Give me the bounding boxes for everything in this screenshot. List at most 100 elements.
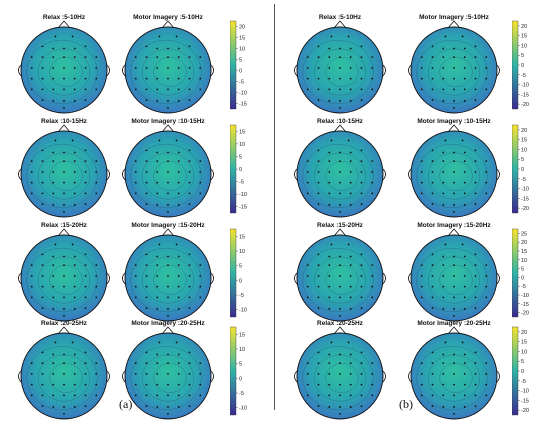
electrode-marker (84, 307, 87, 309)
electrode-marker (463, 296, 466, 299)
electrode-marker (52, 353, 55, 356)
electrode-marker (474, 160, 477, 162)
electrode-marker (145, 149, 148, 152)
electrode-marker (73, 285, 76, 288)
colorbar-tick-label: 15 (239, 129, 245, 135)
electrode-marker (317, 274, 320, 277)
electrode-marker (347, 341, 350, 344)
electrode-marker (453, 210, 455, 213)
electrode-marker (167, 285, 169, 288)
electrode-marker (84, 394, 87, 397)
electrode-marker (167, 204, 169, 206)
electrode-marker (167, 353, 169, 356)
electrode-marker (453, 47, 455, 50)
electrode-marker (134, 285, 137, 288)
topomap-title: Motor Imagery :5-10Hz (419, 14, 489, 21)
electrode-marker (188, 149, 191, 152)
electrode-marker (420, 56, 423, 58)
electrode-marker (349, 151, 352, 154)
electrode-marker (188, 285, 191, 288)
electrode-marker (485, 264, 488, 266)
nose-outline (161, 124, 175, 133)
electrode-marker (442, 353, 445, 356)
ear-left-outline (122, 272, 126, 285)
electrode-marker (167, 372, 169, 375)
electrode-marker (349, 192, 352, 195)
colorbar-tick-label: -15 (521, 398, 529, 404)
electrode-marker (167, 47, 169, 50)
electrode-marker (431, 56, 434, 58)
electrode-marker (431, 66, 434, 69)
nose-outline (447, 124, 461, 133)
colorbar-gradient (230, 228, 237, 318)
topomap (122, 326, 214, 420)
colorbar-tick-label: 15 (239, 332, 245, 338)
electrode-marker (453, 394, 455, 397)
electrode-marker (431, 296, 434, 299)
electrode-marker (156, 285, 159, 288)
electrode-marker (188, 405, 191, 407)
colorbar-tick-label: -5 (239, 391, 244, 397)
electrode-marker (73, 372, 76, 375)
electrode-marker (485, 362, 488, 364)
electrode-marker (84, 56, 87, 58)
electrode-marker (156, 66, 159, 69)
electrode-marker (199, 372, 202, 375)
electrode-marker (463, 353, 466, 356)
electrode-marker (442, 47, 445, 50)
electrode-marker (431, 99, 434, 101)
electrode-marker (317, 383, 320, 386)
electrode-marker (349, 383, 352, 386)
colorbar-tick-label: 0 (521, 63, 524, 69)
electrode-marker (52, 394, 55, 397)
electrode-marker (54, 139, 57, 142)
electrode-marker (63, 274, 65, 277)
electrode-marker (474, 88, 477, 91)
electrode-marker (177, 170, 180, 173)
electrode-marker (474, 77, 477, 80)
electrode-marker (84, 160, 87, 162)
electrode-marker (360, 351, 363, 354)
topomap-title: Relax :15-20Hz (317, 222, 363, 229)
electrode-marker (95, 181, 98, 184)
electrode-marker (463, 56, 466, 58)
electrode-marker (73, 66, 76, 69)
electrode-marker (73, 274, 76, 277)
electrode-marker (63, 56, 65, 58)
topomap-title: Relax :5-10Hz (318, 14, 362, 21)
electrode-marker (156, 308, 159, 310)
electrode-marker (474, 203, 477, 205)
nose-outline (333, 124, 347, 133)
electrode-marker (63, 88, 65, 91)
colorbar-gradient (230, 20, 237, 110)
electrode-marker (188, 394, 191, 397)
electrode-marker (41, 45, 44, 48)
electrode-marker (177, 88, 180, 91)
electrode-marker (95, 285, 98, 288)
electrode-marker (442, 100, 445, 102)
electrode-marker (485, 160, 488, 162)
electrode-marker (41, 88, 44, 91)
electrode-marker (145, 351, 148, 354)
panel-b-label: (b) (399, 397, 413, 411)
electrode-marker (177, 383, 180, 386)
topomap-title: Motor Imagery :10-15Hz (131, 118, 205, 125)
electrode-marker (461, 35, 464, 38)
nose-outline (57, 20, 71, 29)
electrode-marker (463, 100, 466, 102)
electrode-marker (349, 255, 352, 258)
electrode-marker (485, 274, 488, 277)
electrode-marker (349, 47, 352, 50)
electrode-marker (474, 170, 477, 173)
colorbar-tick-label: 15 (521, 138, 527, 144)
topomap-title: Relax :10-15Hz (317, 118, 363, 125)
electrode-marker (317, 405, 320, 407)
electrode-marker (420, 181, 423, 184)
electrode-marker (71, 341, 74, 344)
electrode-marker (317, 203, 320, 205)
ear-right-outline (106, 64, 110, 77)
electrode-marker (156, 77, 159, 80)
electrode-marker (442, 362, 445, 364)
colorbar-tick-label: -10 (521, 389, 529, 395)
electrode-marker (95, 160, 98, 162)
